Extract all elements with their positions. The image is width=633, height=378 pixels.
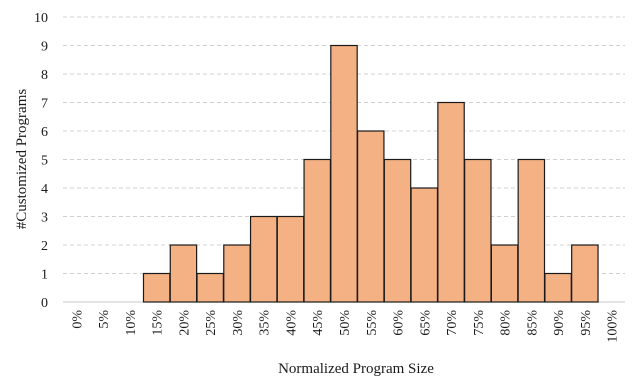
x-tick-label: 70%: [445, 310, 460, 336]
bar-80pct: [490, 244, 519, 303]
x-tick-label: 10%: [124, 310, 139, 336]
bar-60pct: [383, 158, 412, 303]
x-tick-label: 15%: [151, 310, 166, 336]
x-tick-label: 80%: [499, 310, 514, 336]
x-axis-title: Normalized Program Size: [278, 361, 434, 377]
x-tick-label: 95%: [579, 310, 594, 336]
bar-35pct: [249, 215, 278, 303]
bar-55pct: [356, 130, 385, 303]
x-tick-label: 35%: [258, 310, 273, 336]
y-axis-title: #Customized Programs: [14, 89, 30, 230]
x-tick-label: 65%: [418, 310, 433, 336]
bar-70pct: [437, 101, 465, 303]
x-tick-label: 85%: [525, 310, 540, 336]
bar-75pct: [464, 158, 492, 303]
y-tick-label: 6: [41, 125, 48, 140]
y-tick-label: 0: [41, 296, 48, 311]
y-tick-label: 5: [41, 154, 48, 169]
x-tick-label: 100%: [606, 310, 621, 343]
bar-25pct: [196, 272, 224, 303]
x-tick-label: 20%: [177, 310, 192, 336]
bar-90pct: [544, 272, 572, 303]
bar-50pct: [330, 44, 358, 303]
x-tick-label: 75%: [472, 310, 487, 336]
x-tick-label: 25%: [204, 310, 219, 336]
y-tick-label: 10: [34, 11, 48, 26]
bar-40pct: [276, 215, 305, 303]
y-tick-label: 4: [41, 182, 48, 197]
x-tick-labels: 0% 5% 10% 15% 20% 25% 30% 35% 40% 45% 50% 55% 60% 65%…: [70, 310, 620, 343]
x-tick-label: 5%: [97, 310, 112, 329]
x-tick-label: 60%: [392, 310, 407, 336]
bar-95pct: [571, 244, 599, 303]
x-tick-label: 0%: [70, 310, 85, 329]
x-tick-label: 30%: [231, 310, 246, 336]
y-tick-label: 8: [41, 68, 48, 83]
bar-30pct: [223, 244, 251, 303]
x-tick-label: 45%: [311, 310, 326, 336]
y-tick-label: 9: [41, 40, 48, 55]
y-tick-label: 2: [41, 239, 48, 254]
x-tick-label: 50%: [338, 310, 353, 336]
y-tick-label: 3: [41, 211, 48, 226]
bar-15pct: [142, 272, 171, 303]
x-tick-label: 40%: [284, 310, 299, 336]
y-tick-label: 1: [41, 268, 48, 283]
bar-20pct: [169, 244, 198, 303]
x-tick-label: 55%: [365, 310, 380, 336]
bar-45pct: [303, 158, 332, 303]
bars: [142, 44, 599, 303]
y-tick-label: 7: [41, 97, 48, 112]
bar-65pct: [410, 187, 439, 303]
y-tick-labels: 0 1 2 3 4 5 6 7 8 9 10: [34, 11, 48, 311]
x-tick-label: 90%: [552, 310, 567, 336]
bar-85pct: [517, 158, 546, 303]
